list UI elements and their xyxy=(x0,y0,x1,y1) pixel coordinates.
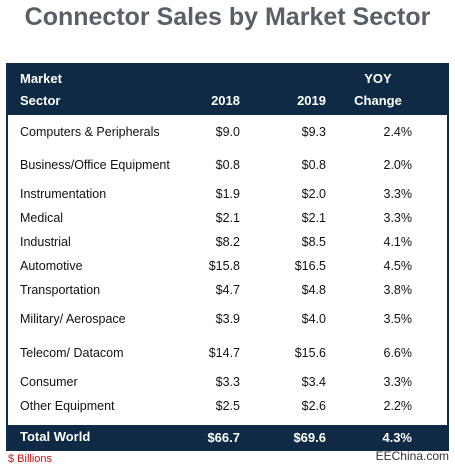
header-yoy-line2: Change xyxy=(354,93,402,108)
row-2019: $3.4 xyxy=(301,375,326,389)
row-2018: $3.9 xyxy=(215,312,240,326)
row-2019: $2.6 xyxy=(301,399,326,413)
table-row: Instrumentation $1.9 $2.0 3.3% xyxy=(8,182,447,206)
total-2019: $69.6 xyxy=(293,429,326,445)
table-row: Military/ Aerospace $3.9 $4.0 3.5% xyxy=(8,302,447,336)
row-2018: $4.7 xyxy=(215,283,240,297)
row-yoy: 3.8% xyxy=(383,283,413,297)
row-sector: Automotive xyxy=(20,259,83,273)
row-sector: Computers & Peripherals xyxy=(20,125,160,139)
row-sector: Business/Office Equipment xyxy=(20,158,170,172)
sales-table: Market Sector 2018 2019 YOY Change Compu… xyxy=(6,63,449,451)
table-row: Business/Office Equipment $0.8 $0.8 2.0% xyxy=(8,148,447,182)
row-2018: $3.3 xyxy=(215,375,240,389)
row-sector: Medical xyxy=(20,211,64,225)
row-sector: Consumer xyxy=(20,375,78,389)
unit-footnote: $ Billions xyxy=(8,453,53,465)
row-yoy: 2.0% xyxy=(383,158,413,172)
table-row: Computers & Peripherals $9.0 $9.3 2.4% xyxy=(8,116,447,148)
table-row: Other Equipment $2.5 $2.6 2.2% xyxy=(8,394,447,418)
total-row: Total World $66.7 $69.6 4.3% xyxy=(8,425,447,449)
row-sector: Telecom/ Datacom xyxy=(20,346,124,360)
row-yoy: 3.5% xyxy=(383,312,413,326)
row-yoy: 4.5% xyxy=(383,259,413,273)
total-2018: $66.7 xyxy=(207,429,240,445)
total-label: Total World xyxy=(20,429,91,444)
row-sector: Other Equipment xyxy=(20,399,115,413)
row-sector: Industrial xyxy=(20,235,71,249)
row-2019: $4.8 xyxy=(301,283,326,297)
row-2019: $9.3 xyxy=(301,125,326,139)
row-2019: $8.5 xyxy=(301,235,326,249)
table-row: Industrial $8.2 $8.5 4.1% xyxy=(8,230,447,254)
row-2019: $15.6 xyxy=(294,346,326,360)
row-sector: Instrumentation xyxy=(20,187,107,201)
row-2019: $16.5 xyxy=(294,259,326,273)
chart-title: Connector Sales by Market Sector xyxy=(24,3,431,31)
row-2018: $0.8 xyxy=(215,158,240,172)
row-2018: $8.2 xyxy=(215,235,240,249)
header-sector-line1: Market xyxy=(20,71,62,86)
row-2018: $2.1 xyxy=(215,211,240,225)
header-sector-line2: Sector xyxy=(20,93,61,108)
table-row: Telecom/ Datacom $14.7 $15.6 6.6% xyxy=(8,336,447,370)
row-2018: $9.0 xyxy=(215,125,240,139)
table-row: Automotive $15.8 $16.5 4.5% xyxy=(8,254,447,278)
row-sector: Military/ Aerospace xyxy=(20,312,126,326)
row-sector: Transportation xyxy=(20,283,101,297)
row-yoy: 2.2% xyxy=(383,399,413,413)
row-2019: $2.0 xyxy=(301,187,326,201)
total-yoy: 4.3% xyxy=(382,429,412,445)
watermark: EEChina.com xyxy=(375,449,449,463)
row-yoy: 3.3% xyxy=(383,187,413,201)
table-row: Transportation $4.7 $4.8 3.8% xyxy=(8,278,447,302)
header-yoy-line1: YOY xyxy=(364,71,392,86)
header-2018: 2018 xyxy=(211,93,240,108)
row-yoy: 3.3% xyxy=(383,375,413,389)
row-2018: $1.9 xyxy=(215,187,240,201)
row-2018: $14.7 xyxy=(208,346,240,360)
table-header: Market Sector 2018 2019 YOY Change xyxy=(8,65,447,115)
row-yoy: 3.3% xyxy=(383,211,413,225)
row-yoy: 4.1% xyxy=(383,235,413,249)
table-row: Consumer $3.3 $3.4 3.3% xyxy=(8,370,447,394)
row-yoy: 2.4% xyxy=(383,125,413,139)
row-2018: $2.5 xyxy=(215,399,240,413)
header-2019: 2019 xyxy=(297,93,326,108)
row-yoy: 6.6% xyxy=(383,346,413,360)
row-2019: $2.1 xyxy=(301,211,326,225)
table-row: Medical $2.1 $2.1 3.3% xyxy=(8,206,447,230)
row-2019: $0.8 xyxy=(301,158,326,172)
row-2019: $4.0 xyxy=(301,312,326,326)
row-2018: $15.8 xyxy=(208,259,240,273)
